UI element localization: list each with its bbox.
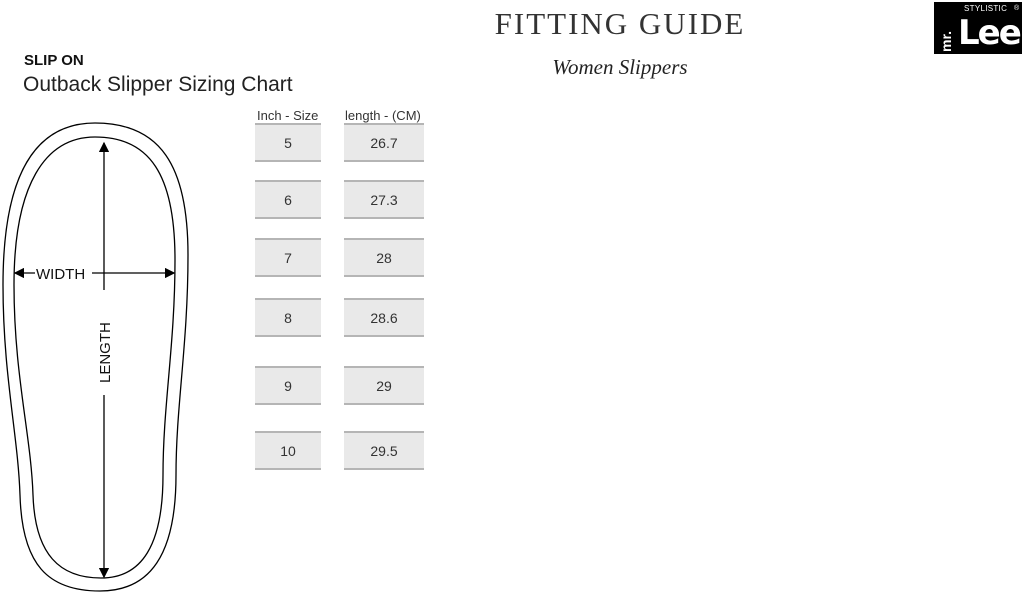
page-subtitle: Women Slippers — [552, 55, 688, 79]
size-cell: 7 — [255, 238, 321, 277]
section-label: SLIP ON — [24, 52, 84, 69]
logo-tagline: STYLISTIC — [964, 4, 1008, 13]
page-title: FITTING GUIDE — [494, 6, 746, 41]
logo-registered: ® — [1014, 5, 1020, 12]
size-cell: 5 — [255, 123, 321, 162]
brand-logo: STYLISTIC ® mr. Lee — [934, 2, 1022, 54]
length-cell: 29 — [344, 366, 424, 405]
slipper-outline-diagram: WIDTH LENGTH — [2, 122, 189, 592]
size-cell: 8 — [255, 298, 321, 337]
logo-mr: mr. — [938, 30, 954, 52]
size-cell: 6 — [255, 180, 321, 219]
length-cell: 28.6 — [344, 298, 424, 337]
length-cell: 29.5 — [344, 431, 424, 470]
size-cell: 9 — [255, 366, 321, 405]
length-cell: 26.7 — [344, 123, 424, 162]
outer-outline — [2, 122, 189, 592]
length-cell: 27.3 — [344, 180, 424, 219]
logo-lee: Lee — [958, 13, 1022, 53]
chart-title: Outback Slipper Sizing Chart — [23, 73, 293, 96]
width-label: WIDTH — [36, 266, 85, 283]
size-cell: 10 — [255, 431, 321, 470]
column-header-size: Inch - Size — [257, 108, 319, 123]
length-label: LENGTH — [97, 322, 114, 383]
column-header-length: length - (CM) — [345, 108, 421, 123]
length-cell: 28 — [344, 238, 424, 277]
inner-outline — [13, 136, 176, 579]
